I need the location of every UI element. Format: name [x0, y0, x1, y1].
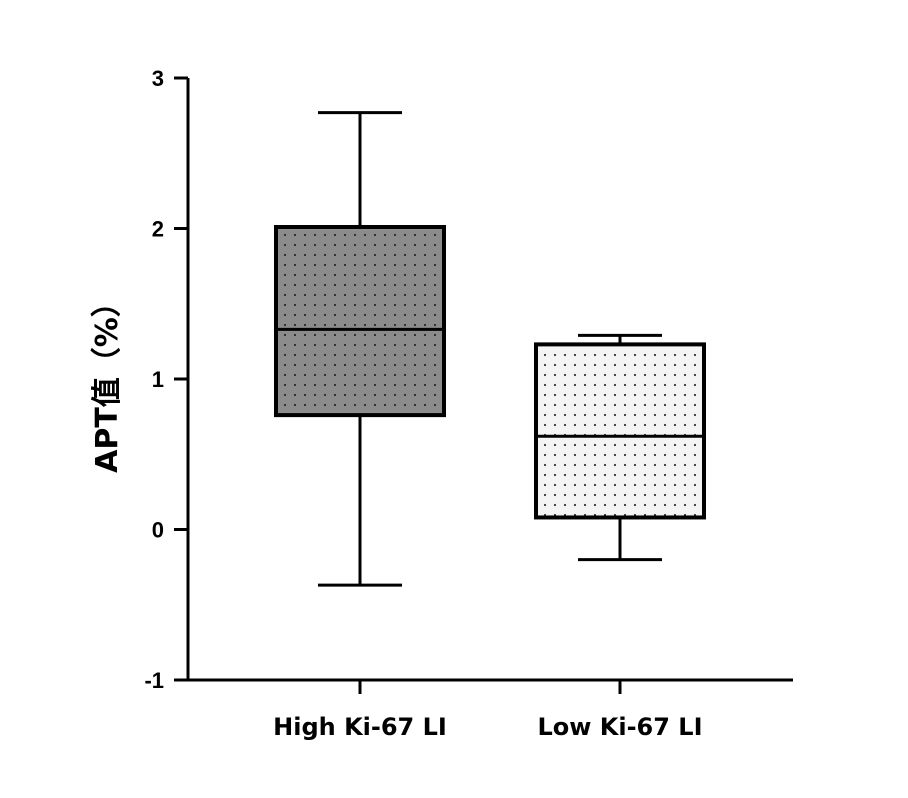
y-tick-label: -1 — [144, 668, 164, 693]
y-tick-label: 1 — [152, 367, 164, 392]
y-tick-label: 0 — [152, 518, 164, 543]
x-tick-label: High Ki-67 LI — [273, 713, 447, 741]
y-tick-label: 2 — [152, 217, 164, 242]
plot-area: -1 0 1 2 3 High Ki-67 LI Low Ki-67 LI — [144, 66, 793, 741]
box-iqr — [274, 224, 446, 418]
box-iqr — [534, 342, 706, 520]
y-tick-label: 3 — [152, 66, 164, 91]
x-tick-label: Low Ki-67 LI — [537, 713, 702, 741]
y-axis-title: APT值（%） — [90, 287, 125, 473]
